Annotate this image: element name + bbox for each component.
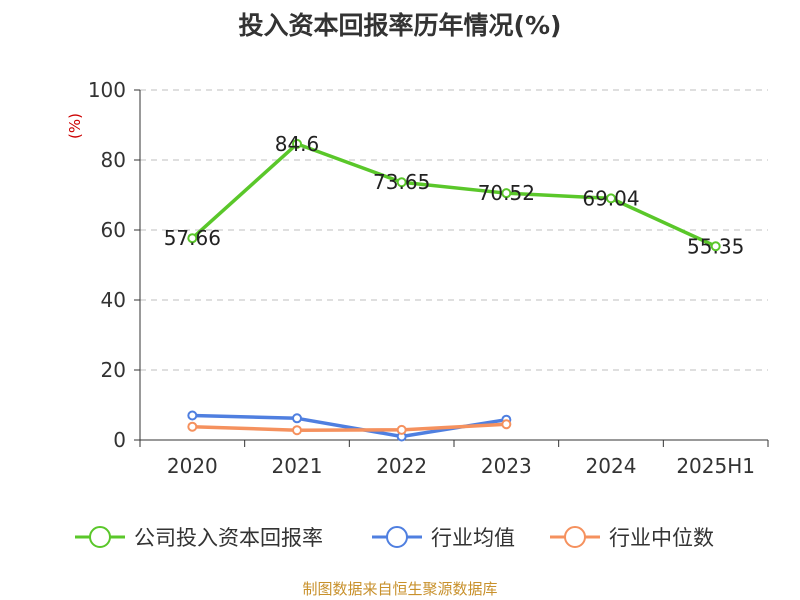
- legend-marker: [564, 526, 586, 548]
- y-tick-label: 40: [101, 288, 126, 312]
- data-point: [396, 177, 407, 188]
- data-point: [187, 233, 198, 244]
- legend: 公司投入资本回报率 行业均值 行业中位数: [75, 526, 714, 550]
- y-tick-label: 80: [101, 148, 126, 172]
- legend-marker: [386, 526, 408, 548]
- y-tick-label: 20: [101, 358, 126, 382]
- data-point: [501, 188, 512, 199]
- data-point: [292, 413, 302, 424]
- data-label: 55.35: [687, 234, 744, 258]
- data-labels: 57.66 84.6 73.65 70.52 69.04 55.35: [164, 132, 745, 258]
- data-label: 70.52: [478, 181, 535, 205]
- y-axis-label: (%): [66, 113, 84, 139]
- legend-label: 公司投入资本回报率: [134, 526, 323, 550]
- series-line: [190, 422, 509, 432]
- legend-label: 行业中位数: [609, 526, 714, 550]
- data-point: [292, 425, 302, 436]
- source-note: 制图数据来自恒生聚源数据库: [302, 580, 498, 598]
- data-label: 84.6: [275, 132, 320, 156]
- x-tick-label: 2020: [167, 454, 218, 478]
- chart-title: 投入资本回报率历年情况(%): [238, 11, 562, 40]
- data-point: [396, 424, 407, 435]
- data-label: 57.66: [164, 226, 221, 250]
- x-tick-label: 2025H1: [676, 454, 755, 478]
- data-label: 69.04: [582, 186, 639, 210]
- legend-item: 公司投入资本回报率: [75, 526, 323, 550]
- x-tick-label: 2021: [272, 454, 323, 478]
- y-tick-label: 100: [88, 78, 126, 102]
- data-point: [710, 241, 721, 252]
- axes: 0 20 40 60 80 100(%) 2020 2021 2022 2023 2024 2025H…: [66, 78, 769, 478]
- x-tick-label: 2024: [586, 454, 637, 478]
- data-point: [187, 421, 198, 432]
- x-tick-label: 2023: [481, 454, 532, 478]
- legend-item: 行业中位数: [550, 526, 714, 550]
- data-point: [606, 193, 616, 204]
- legend-item: 行业均值: [372, 526, 515, 550]
- y-tick-label: 0: [113, 428, 126, 452]
- y-tick-label: 60: [101, 218, 126, 242]
- series-line: [190, 142, 718, 249]
- grid-lines: [140, 89, 768, 371]
- x-tick-label: 2022: [376, 454, 427, 478]
- data-point: [292, 138, 302, 149]
- legend-marker: [89, 526, 111, 548]
- data-label: 73.65: [373, 170, 430, 194]
- legend-label: 行业均值: [431, 526, 515, 550]
- data-point: [501, 419, 512, 430]
- series-lines: [187, 138, 721, 442]
- data-point: [187, 410, 198, 421]
